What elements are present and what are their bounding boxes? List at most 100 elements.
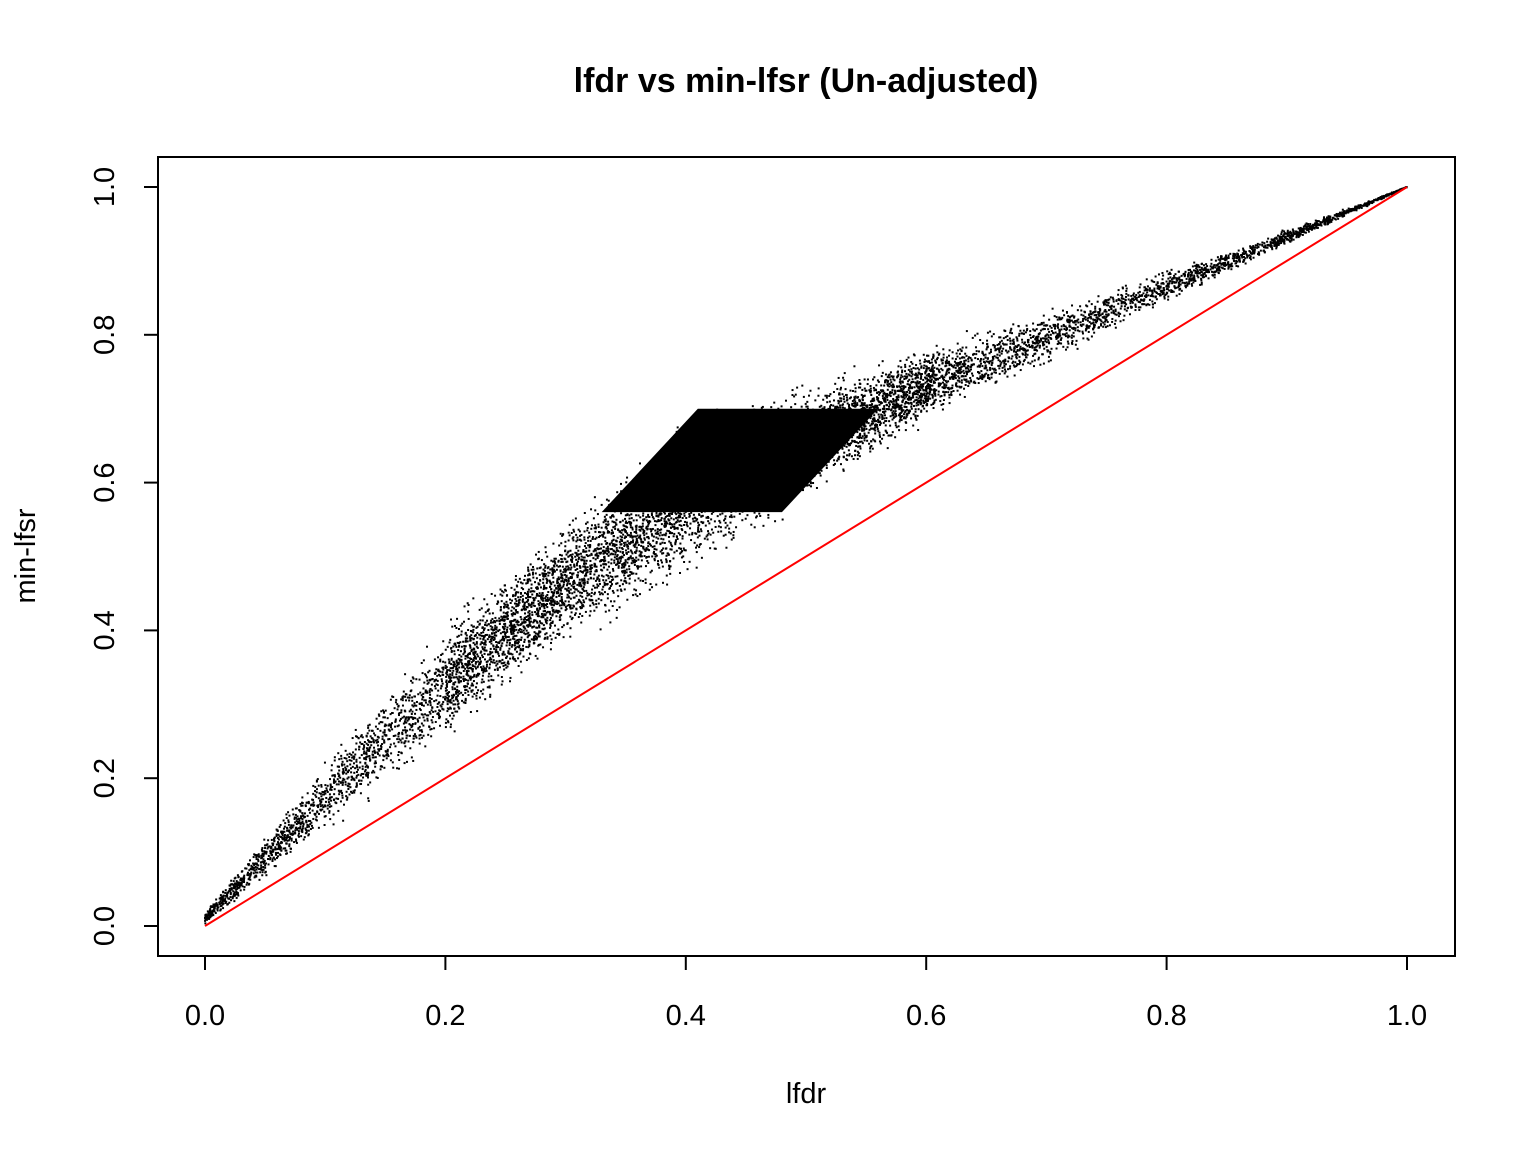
scatter-point <box>1037 342 1040 345</box>
scatter-point <box>1057 334 1060 337</box>
scatter-point <box>539 601 542 604</box>
scatter-point <box>1019 369 1022 372</box>
scatter-point <box>297 834 300 837</box>
scatter-point <box>901 369 904 372</box>
scatter-point <box>243 881 246 884</box>
scatter-point <box>596 576 599 579</box>
scatter-point <box>342 819 345 822</box>
scatter-point <box>481 656 484 659</box>
scatter-point <box>511 629 514 632</box>
scatter-point <box>894 407 897 410</box>
scatter-point <box>579 594 582 597</box>
scatter-point <box>938 382 941 385</box>
scatter-point <box>883 414 886 417</box>
scatter-point <box>628 534 631 537</box>
scatter-point <box>911 362 914 365</box>
scatter-point <box>378 754 381 757</box>
scatter-point <box>646 536 649 539</box>
scatter-point <box>701 522 704 525</box>
scatter-point <box>1007 356 1010 359</box>
scatter-point <box>444 695 447 698</box>
scatter-point <box>312 784 315 787</box>
scatter-point <box>466 666 469 669</box>
scatter-point <box>508 642 511 645</box>
scatter-point <box>1047 334 1050 337</box>
scatter-point <box>370 741 373 744</box>
scatter-point <box>1275 236 1278 239</box>
scatter-point <box>891 431 894 434</box>
scatter-point <box>404 717 407 720</box>
scatter-point <box>445 675 448 678</box>
scatter-point <box>936 356 939 359</box>
scatter-point <box>953 364 956 367</box>
scatter-point <box>531 611 534 614</box>
scatter-point <box>555 610 558 613</box>
scatter-point <box>1346 209 1349 212</box>
scatter-point <box>450 694 453 697</box>
scatter-point <box>515 650 518 653</box>
scatter-point <box>480 669 483 672</box>
scatter-point <box>981 342 984 345</box>
scatter-point <box>359 783 362 786</box>
scatter-point <box>610 580 613 583</box>
scatter-point <box>728 527 731 530</box>
scatter-point <box>901 415 904 418</box>
scatter-point <box>1162 274 1165 277</box>
scatter-point <box>1002 337 1005 340</box>
scatter-point <box>1177 284 1180 287</box>
scatter-point <box>626 522 629 525</box>
scatter-point <box>481 654 484 657</box>
scatter-point <box>863 434 866 437</box>
scatter-point <box>911 373 914 376</box>
scatter-point <box>535 594 538 597</box>
scatter-point <box>1044 335 1047 338</box>
scatter-point <box>564 540 567 543</box>
scatter-point <box>431 716 434 719</box>
scatter-point <box>488 653 491 656</box>
scatter-point <box>596 583 599 586</box>
scatter-point <box>848 453 851 456</box>
scatter-point <box>1337 214 1340 217</box>
scatter-point <box>422 692 425 695</box>
scatter-point <box>616 554 619 557</box>
scatter-point <box>525 624 528 627</box>
scatter-point <box>366 766 369 769</box>
scatter-point <box>544 566 547 569</box>
scatter-point <box>441 703 444 706</box>
scatter-point <box>597 526 600 529</box>
scatter-point <box>1061 316 1064 319</box>
scatter-point <box>204 918 207 921</box>
scatter-point <box>1167 277 1170 280</box>
scatter-point <box>861 428 864 431</box>
scatter-point <box>1036 344 1039 347</box>
scatter-point <box>668 522 671 525</box>
scatter-point <box>870 440 873 443</box>
scatter-point <box>546 567 549 570</box>
scatter-point <box>546 610 549 613</box>
scatter-point <box>464 637 467 640</box>
scatter-point <box>295 816 298 819</box>
scatter-point <box>436 712 439 715</box>
scatter-point <box>493 647 496 650</box>
scatter-point <box>528 612 531 615</box>
scatter-point <box>1036 349 1039 352</box>
scatter-point <box>884 420 887 423</box>
scatter-point <box>558 565 561 568</box>
scatter-point <box>1248 256 1251 259</box>
scatter-point <box>379 729 382 732</box>
scatter-point <box>1111 317 1114 320</box>
scatter-point <box>842 376 845 379</box>
scatter-point <box>484 670 487 673</box>
scatter-point <box>1304 231 1307 234</box>
scatter-point <box>871 403 874 406</box>
scatter-point <box>732 530 735 533</box>
scatter-point <box>897 365 900 368</box>
scatter-point <box>850 455 853 458</box>
scatter-point <box>338 765 341 768</box>
scatter-point <box>1223 264 1226 267</box>
scatter-point <box>1292 238 1295 241</box>
scatter-point <box>405 721 408 724</box>
scatter-point <box>660 523 663 526</box>
scatter-point <box>906 408 909 411</box>
scatter-point <box>448 669 451 672</box>
